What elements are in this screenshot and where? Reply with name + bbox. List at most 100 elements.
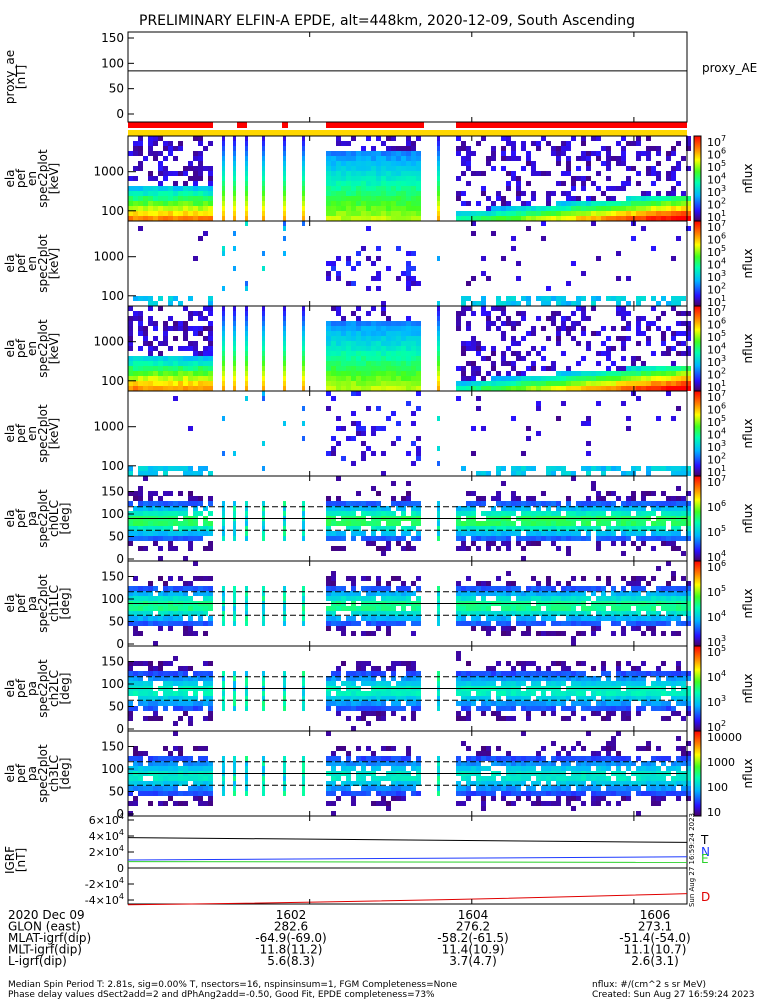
spectrogram-cell: [591, 626, 596, 631]
spectrogram-cell: [616, 591, 621, 596]
spectrogram-cell: [153, 336, 158, 341]
spectrogram-cell: [245, 511, 248, 516]
spectrogram-cell: [381, 546, 386, 551]
spectrogram-cell: [461, 541, 466, 546]
spectrogram-cell: [233, 196, 236, 201]
spectrogram-cell: [501, 511, 506, 516]
spectrogram-cell: [381, 676, 386, 681]
spectrogram-cell: [391, 386, 396, 391]
spectrogram-cell: [621, 341, 626, 346]
spectrogram-cell: [406, 376, 411, 381]
spectrogram-cell: [128, 341, 133, 346]
spectrogram-cell: [396, 346, 401, 351]
axis-label: ela: [3, 424, 17, 442]
spectrogram-cell: [391, 326, 396, 331]
spectrogram-cell: [143, 296, 148, 301]
spectrogram-cell: [496, 306, 501, 311]
spectrogram-cell: [262, 361, 265, 366]
spectrogram-cell: [401, 621, 406, 626]
spectrogram-cell: [416, 156, 421, 161]
spectrogram-cell: [188, 696, 193, 701]
spectrogram-cell: [621, 551, 626, 556]
spectrogram-cell: [586, 506, 591, 511]
spectrogram-cell: [586, 496, 591, 501]
spectrogram-cell: [222, 346, 225, 351]
spectrogram-cell: [396, 386, 401, 391]
spectrogram-cell: [681, 341, 686, 346]
spectrogram-cell: [526, 506, 531, 511]
spectrogram-cell: [551, 361, 556, 366]
spectrogram-cell: [351, 511, 356, 516]
spectrogram-cell: [656, 566, 661, 571]
spectrogram-cell: [302, 346, 305, 351]
spectrogram-cell: [381, 606, 386, 611]
spectrogram-cell: [491, 611, 496, 616]
spectrogram-cell: [506, 526, 511, 531]
spectrogram-cell: [571, 371, 576, 376]
spectrogram-cell: [158, 366, 163, 371]
spectrogram-cell: [346, 716, 351, 721]
spectrogram-cell: [546, 501, 551, 506]
spectrogram-cell: [621, 506, 626, 511]
spectrogram-cell: [586, 196, 591, 201]
spectrogram-cell: [406, 216, 411, 221]
spectrogram-cell: [466, 326, 471, 331]
spectrogram-cell: [302, 386, 305, 391]
spectrogram-cell: [506, 141, 511, 146]
spectrogram-cell: [183, 536, 188, 541]
spectrogram-cell: [456, 211, 461, 216]
spectrogram-cell: [481, 186, 486, 191]
spectrogram-cell: [636, 466, 641, 471]
spectrogram-cell: [566, 206, 571, 211]
spectrogram-cell: [526, 156, 531, 161]
spectrogram-cell: [466, 361, 471, 366]
spectrogram-cell: [193, 586, 198, 591]
spectrogram-cell: [138, 616, 143, 621]
spectrogram-cell: [437, 316, 440, 321]
spectrogram-cell: [173, 321, 178, 326]
spectrogram-cell: [437, 511, 440, 516]
spectrogram-cell: [168, 751, 173, 756]
spectrogram-cell: [381, 341, 386, 346]
spectrogram-cell: [336, 346, 341, 351]
spectrogram-cell: [531, 706, 536, 711]
spectrogram-cell: [551, 146, 556, 151]
spectrogram-cell: [561, 191, 566, 196]
spectrogram-cell: [302, 536, 305, 541]
spectrogram-cell: [283, 356, 286, 361]
spectrogram-cell: [581, 616, 586, 621]
spectrogram-cell: [133, 216, 138, 221]
spectrogram-cell: [496, 216, 501, 221]
spectrogram-cell: [386, 206, 391, 211]
spectrogram-cell: [401, 591, 406, 596]
spectrogram-cell: [471, 376, 476, 381]
spectrogram-cell: [153, 756, 158, 761]
spectrogram-cell: [208, 216, 213, 221]
spectrogram-cell: [158, 496, 163, 501]
spectrogram-cell: [631, 501, 636, 506]
spectrogram-cell: [621, 676, 626, 681]
panel-7: elapefpaspec2plotch2LC[deg]1501005001051…: [3, 644, 755, 736]
spectrogram-cell: [188, 581, 193, 586]
spectrogram-cell: [676, 621, 681, 626]
spectrogram-cell: [586, 346, 591, 351]
spectrogram-cell: [611, 376, 616, 381]
spectrogram-cell: [183, 581, 188, 586]
spectrogram-cell: [198, 171, 203, 176]
spectrogram-cell: [656, 536, 661, 541]
spectrogram-cell: [198, 166, 203, 171]
spectrogram-cell: [556, 211, 561, 216]
spectrogram-cell: [556, 506, 561, 511]
axis-label: en: [25, 341, 39, 356]
spectrogram-cell: [466, 621, 471, 626]
spectrogram-cell: [351, 581, 356, 586]
spectrogram-cell: [356, 696, 361, 701]
spectrogram-cell: [245, 201, 248, 206]
spectrogram-cell: [437, 301, 440, 306]
spectrogram-cell: [128, 711, 133, 716]
spectrogram-cell: [596, 711, 601, 716]
spectrogram-cell: [536, 171, 541, 176]
spectrogram-cell: [168, 386, 173, 391]
spectrogram-cell: [591, 296, 596, 301]
spectrogram-cell: [437, 676, 440, 681]
